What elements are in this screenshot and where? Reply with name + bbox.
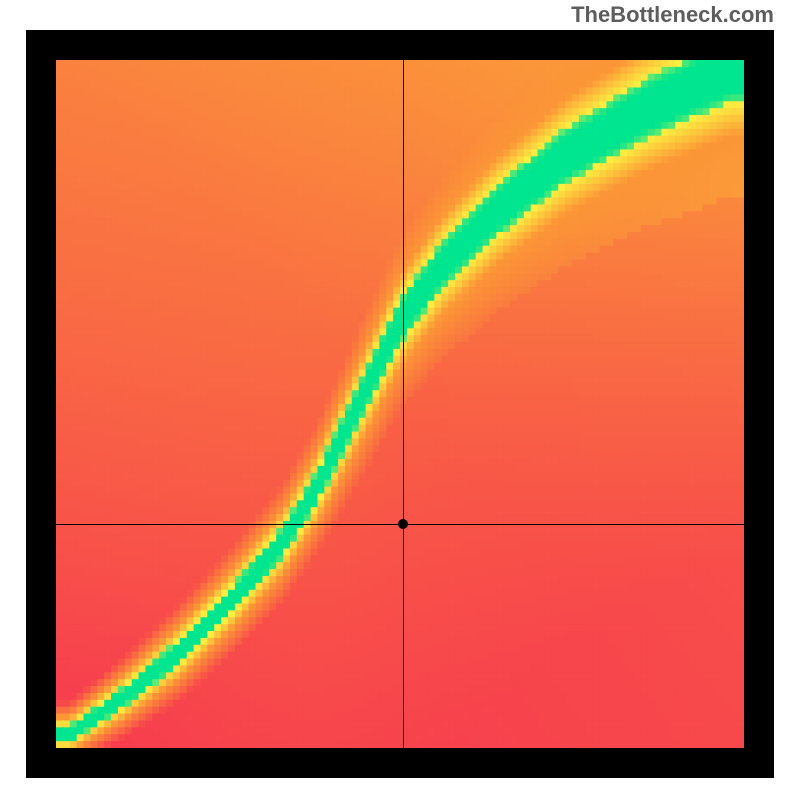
- chart-container: TheBottleneck.com: [0, 0, 800, 800]
- attribution-label: TheBottleneck.com: [571, 2, 774, 28]
- crosshair-vertical: [403, 60, 404, 748]
- bottleneck-heatmap: [56, 60, 744, 748]
